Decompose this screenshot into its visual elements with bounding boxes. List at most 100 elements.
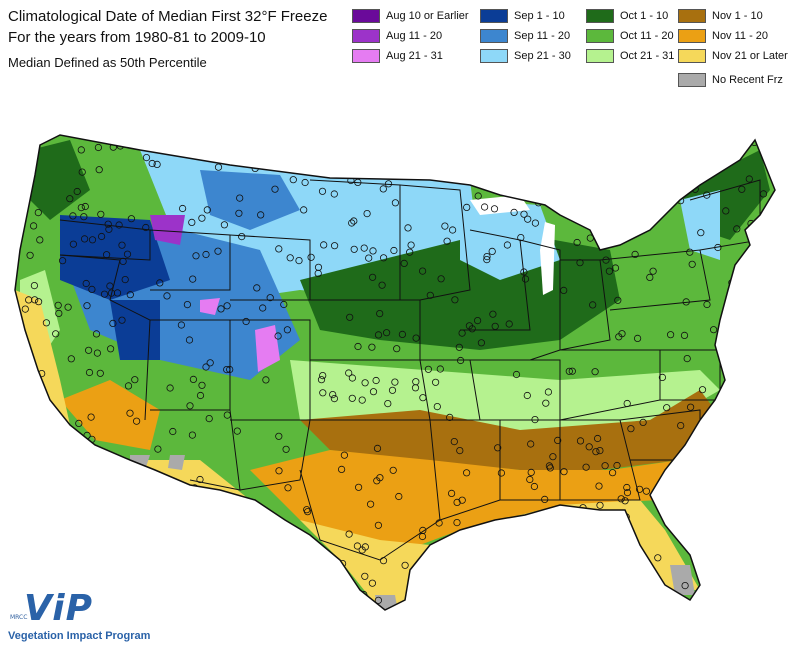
station-marker [121,489,129,497]
station-marker [750,308,758,317]
station-marker [148,159,156,168]
station-marker [266,294,274,302]
station-marker [107,345,115,353]
station-marker [557,563,565,571]
station-marker [98,232,106,241]
station-marker [64,303,72,311]
station-marker [441,222,449,230]
station-marker [382,329,391,337]
station-marker [647,603,655,610]
station-marker [738,185,746,193]
station-marker [531,219,540,227]
map-subtitle: Median Defined as 50th Percentile [8,55,207,70]
station-marker [683,354,691,363]
station-marker [706,586,714,594]
station-marker [373,444,382,452]
station-marker [686,403,695,411]
station-marker [484,177,492,185]
station-marker [330,190,338,198]
station-marker [121,275,129,284]
legend-item: Nov 11 - 20 [678,28,768,44]
station-marker [613,461,621,470]
station-marker [262,376,270,384]
station-marker [549,453,557,461]
station-marker [141,137,149,145]
legend-item: Aug 10 or Earlier [352,8,469,24]
station-marker [585,443,593,451]
station-marker [226,365,234,374]
station-marker [277,145,285,153]
station-marker [378,281,386,289]
station-marker [473,316,482,325]
station-marker [144,599,152,607]
station-marker [706,427,714,435]
station-marker [443,565,452,574]
legend-label: Nov 1 - 10 [712,10,763,22]
station-marker [510,208,518,216]
station-marker [601,462,609,470]
station-marker [451,296,459,304]
station-marker [374,331,383,339]
station-marker [106,282,114,290]
station-marker [647,180,655,188]
station-marker [319,371,327,380]
station-marker [73,187,81,196]
station-marker [483,253,491,261]
station-marker [278,550,287,558]
station-marker [596,501,604,509]
station-marker [363,210,371,218]
station-marker [283,326,291,334]
station-marker [447,489,456,497]
legend-item: Sep 11 - 20 [480,28,570,44]
station-marker [610,147,618,156]
station-marker [354,483,363,491]
station-marker [465,322,473,330]
station-marker [229,503,237,511]
station-marker [520,268,528,276]
station-marker [703,300,711,309]
station-marker [503,241,511,249]
station-marker [223,573,231,581]
legend-swatch [352,9,380,23]
station-marker [419,394,427,402]
legend-label: Oct 21 - 31 [620,50,675,62]
station-marker [167,478,175,486]
station-marker [214,163,223,171]
station-marker [179,204,187,213]
station-marker [58,257,67,265]
station-marker [365,254,373,262]
station-marker [627,425,635,433]
station-marker [275,245,283,253]
station-marker [286,254,294,262]
legend-label: Aug 11 - 20 [386,30,443,42]
station-marker [696,454,704,463]
station-marker [605,267,614,275]
station-marker [320,241,328,249]
station-marker [54,301,62,309]
legend-label: Oct 11 - 20 [620,30,674,42]
station-marker [677,421,685,430]
station-marker [494,444,502,452]
station-marker [431,378,440,386]
station-marker [78,168,86,176]
station-marker [732,289,741,297]
station-marker [511,545,519,553]
station-marker [697,229,705,237]
station-marker [615,333,623,341]
station-marker [681,158,689,166]
station-marker [42,319,51,327]
station-marker [545,462,554,470]
station-marker [113,289,122,297]
station-marker [116,520,124,528]
station-marker [391,378,399,386]
station-marker [245,562,253,571]
station-marker [81,202,89,211]
station-marker [206,359,214,367]
station-marker [436,365,444,373]
station-marker [514,568,522,576]
legend-label: Aug 10 or Earlier [386,10,469,22]
station-marker [74,550,82,558]
station-marker [377,140,386,148]
station-marker [637,599,646,607]
station-marker [545,526,553,534]
